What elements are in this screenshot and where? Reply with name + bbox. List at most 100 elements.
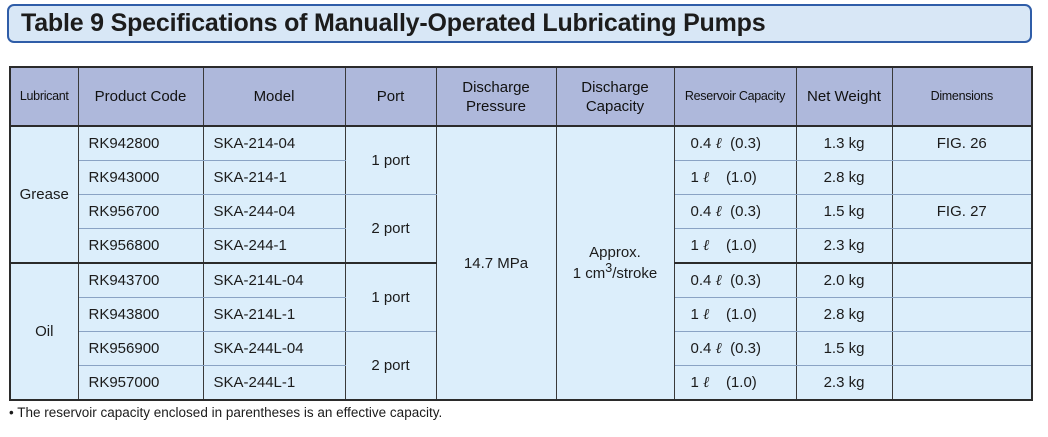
port-cell: 1 port bbox=[344, 262, 437, 332]
dimensions-cell: FIG. 27 bbox=[891, 194, 1033, 229]
reservoir-capacity-cell: 1 ℓ (1.0) bbox=[673, 228, 797, 264]
header-discharge-pressure-line1: Discharge bbox=[462, 78, 530, 96]
table-row: Grease RK942800 SKA-214-04 1 port 14.7 M… bbox=[9, 125, 1033, 401]
port-cell: 2 port bbox=[344, 331, 437, 401]
product-code-cell: RK943700 bbox=[77, 262, 204, 298]
liter-symbol: ℓ bbox=[703, 168, 710, 186]
header-lubricant: Lubricant bbox=[9, 67, 79, 127]
dimensions-cell bbox=[891, 365, 1033, 401]
capacity-effective: (1.0) bbox=[725, 237, 757, 254]
header-net-weight: Net Weight bbox=[795, 67, 893, 127]
capacity-effective: (1.0) bbox=[725, 374, 757, 391]
model-cell: SKA-214-04 bbox=[202, 125, 346, 161]
dimensions-cell bbox=[891, 228, 1033, 264]
lubricant-cell: Oil bbox=[9, 262, 79, 401]
liter-symbol: ℓ bbox=[715, 134, 722, 152]
capacity-effective: (0.3) bbox=[730, 272, 761, 289]
reservoir-capacity-cell: 0.4 ℓ (0.3) bbox=[673, 331, 797, 366]
net-weight-cell: 2.3 kg bbox=[795, 365, 893, 401]
model-cell: SKA-244-04 bbox=[202, 194, 346, 229]
capacity-effective: (1.0) bbox=[725, 169, 757, 186]
header-reservoir-capacity: Reservoir Capacity bbox=[673, 67, 797, 127]
header-row: Lubricant Product Code Model Port Discha… bbox=[9, 67, 1033, 127]
header-discharge-capacity-line1: Discharge bbox=[581, 78, 649, 96]
reservoir-capacity-cell: 0.4 ℓ (0.3) bbox=[673, 125, 797, 161]
table-title-bar: Table 9 Specifications of Manually-Opera… bbox=[7, 4, 1032, 43]
dimensions-cell: FIG. 26 bbox=[891, 125, 1033, 161]
capacity-value: 1 bbox=[690, 237, 699, 254]
liter-symbol: ℓ bbox=[715, 339, 722, 357]
product-code-cell: RK942800 bbox=[77, 125, 204, 161]
capacity-effective: (0.3) bbox=[730, 135, 761, 152]
product-code-cell: RK943800 bbox=[77, 297, 204, 332]
port-cell: 1 port bbox=[344, 125, 437, 195]
capacity-value: 0.4 bbox=[690, 135, 712, 152]
net-weight-cell: 1.5 kg bbox=[795, 194, 893, 229]
product-code-cell: RK956800 bbox=[77, 228, 204, 264]
discharge-capacity-line2-prefix: 1 cm bbox=[572, 265, 606, 282]
net-weight-cell: 2.3 kg bbox=[795, 228, 893, 264]
capacity-effective: (0.3) bbox=[730, 203, 761, 220]
capacity-value: 1 bbox=[690, 374, 699, 391]
model-cell: SKA-214L-1 bbox=[202, 297, 346, 332]
net-weight-cell: 1.3 kg bbox=[795, 125, 893, 161]
table-row: RK956700 SKA-244-04 2 port 0.4 ℓ (0.3) 1… bbox=[10, 194, 1033, 264]
dimensions-cell bbox=[891, 160, 1033, 195]
lubricant-cell: Grease bbox=[9, 125, 79, 264]
discharge-capacity-line1: Approx. bbox=[589, 244, 641, 261]
footnote: • The reservoir capacity enclosed in par… bbox=[9, 405, 443, 420]
discharge-capacity-superscript: 3 bbox=[605, 261, 613, 275]
capacity-value: 1 bbox=[690, 306, 699, 323]
dimensions-cell bbox=[891, 297, 1033, 332]
liter-symbol: ℓ bbox=[703, 305, 710, 323]
reservoir-capacity-cell: 1 ℓ (1.0) bbox=[673, 160, 797, 195]
header-dimensions: Dimensions bbox=[891, 67, 1033, 127]
model-cell: SKA-244-1 bbox=[202, 228, 346, 264]
discharge-capacity-cell: Approx. 1 cm3/stroke bbox=[555, 125, 675, 401]
header-discharge-capacity-line2: Capacity bbox=[585, 97, 645, 115]
model-cell: SKA-244L-1 bbox=[202, 365, 346, 401]
port-cell: 2 port bbox=[344, 194, 437, 264]
header-discharge-capacity: Discharge Capacity bbox=[555, 67, 675, 127]
net-weight-cell: 2.8 kg bbox=[795, 297, 893, 332]
table-row: RK957000 SKA-244L-1 1 ℓ (1.0) 2.3 kg bbox=[10, 365, 1033, 401]
table-title: Table 9 Specifications of Manually-Opera… bbox=[21, 9, 766, 37]
product-code-cell: RK956700 bbox=[77, 194, 204, 229]
dimensions-cell bbox=[891, 331, 1033, 366]
liter-symbol: ℓ bbox=[703, 236, 710, 254]
capacity-value: 0.4 bbox=[690, 203, 712, 220]
liter-symbol: ℓ bbox=[715, 271, 722, 289]
capacity-effective: (1.0) bbox=[725, 306, 757, 323]
table-row: Oil RK943700 SKA-214L-04 1 port 0.4 ℓ (0… bbox=[9, 262, 1033, 401]
discharge-pressure-cell: 14.7 MPa bbox=[435, 125, 557, 401]
header-port: Port bbox=[344, 67, 437, 127]
header-product-code: Product Code bbox=[77, 67, 204, 127]
specifications-table: Lubricant Product Code Model Port Discha… bbox=[9, 66, 1033, 401]
product-code-cell: RK943000 bbox=[77, 160, 204, 195]
reservoir-capacity-cell: 0.4 ℓ (0.3) bbox=[673, 262, 797, 298]
product-code-cell: RK957000 bbox=[77, 365, 204, 401]
reservoir-capacity-cell: 0.4 ℓ (0.3) bbox=[673, 194, 797, 229]
header-model: Model bbox=[202, 67, 346, 127]
header-discharge-pressure: Discharge Pressure bbox=[435, 67, 557, 127]
table-row: RK956900 SKA-244L-04 2 port 0.4 ℓ (0.3) … bbox=[10, 331, 1033, 401]
capacity-value: 1 bbox=[690, 169, 699, 186]
dimensions-cell bbox=[891, 262, 1033, 298]
model-cell: SKA-244L-04 bbox=[202, 331, 346, 366]
product-code-cell: RK956900 bbox=[77, 331, 204, 366]
capacity-value: 0.4 bbox=[690, 340, 712, 357]
net-weight-cell: 2.0 kg bbox=[795, 262, 893, 298]
liter-symbol: ℓ bbox=[715, 202, 722, 220]
net-weight-cell: 2.8 kg bbox=[795, 160, 893, 195]
capacity-effective: (0.3) bbox=[730, 340, 761, 357]
capacity-value: 0.4 bbox=[690, 272, 712, 289]
liter-symbol: ℓ bbox=[703, 373, 710, 391]
reservoir-capacity-cell: 1 ℓ (1.0) bbox=[673, 297, 797, 332]
net-weight-cell: 1.5 kg bbox=[795, 331, 893, 366]
reservoir-capacity-cell: 1 ℓ (1.0) bbox=[673, 365, 797, 401]
model-cell: SKA-214-1 bbox=[202, 160, 346, 195]
discharge-capacity-line2-suffix: /stroke bbox=[612, 265, 658, 282]
header-discharge-pressure-line2: Pressure bbox=[465, 97, 527, 115]
model-cell: SKA-214L-04 bbox=[202, 262, 346, 298]
table-row: RK956800 SKA-244-1 1 ℓ (1.0) 2.3 kg bbox=[10, 228, 1033, 264]
